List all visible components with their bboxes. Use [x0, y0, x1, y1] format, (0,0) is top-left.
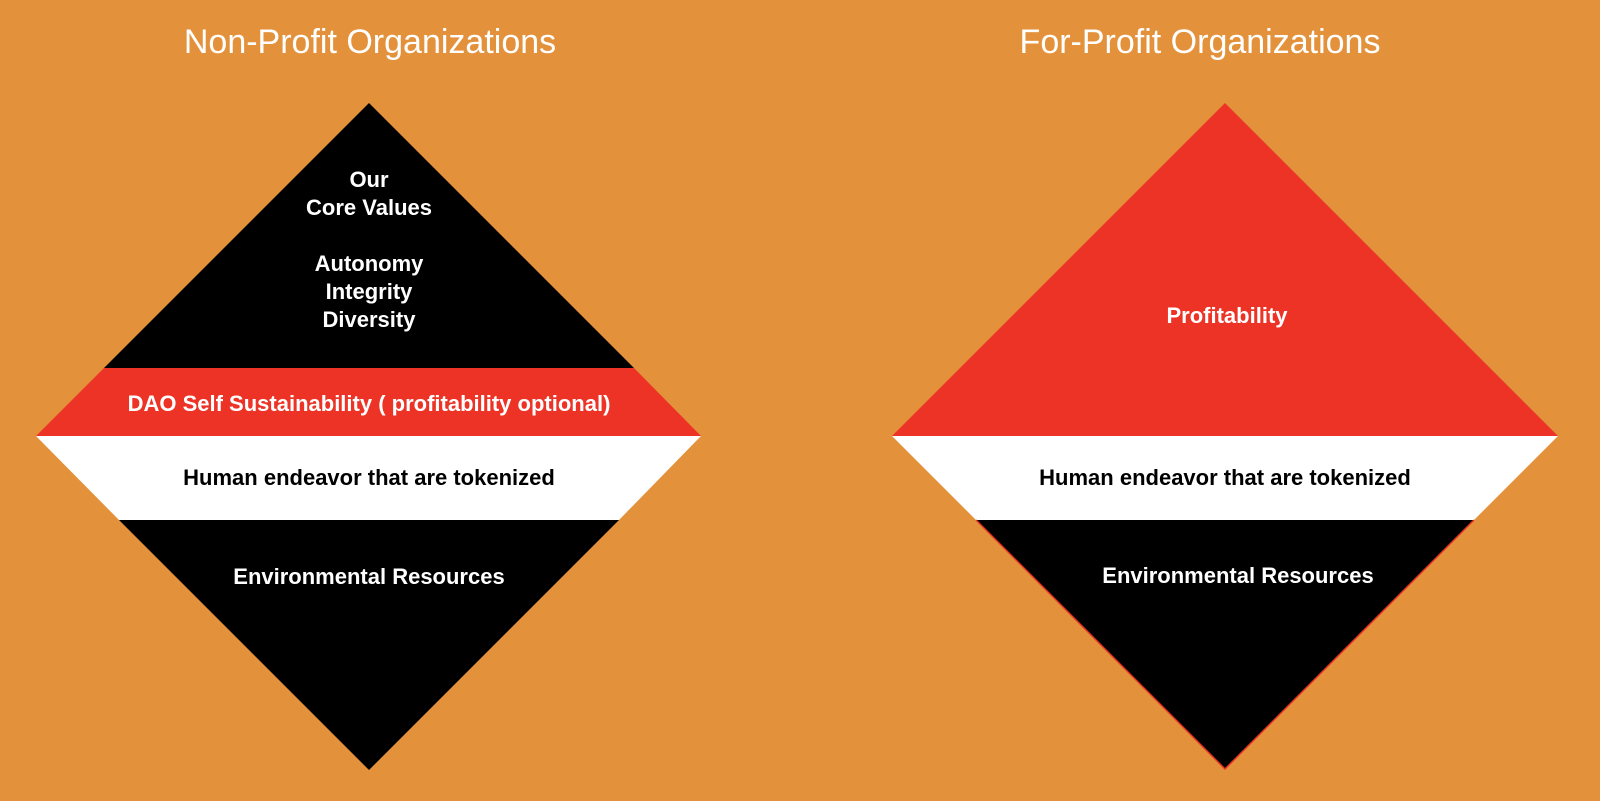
core-value-diversity: Diversity — [322, 307, 416, 332]
non-profit-title: Non-Profit Organizations — [183, 23, 557, 61]
for-profit-diamond — [892, 103, 1558, 771]
core-values-heading-line2: Core Values — [306, 195, 432, 220]
human-endeavor-section — [36, 436, 701, 520]
environmental-section-outline — [975, 519, 1475, 771]
environmental-label: Environmental Resources — [233, 564, 505, 589]
profitability-section — [892, 103, 1558, 436]
core-values-section — [104, 103, 634, 368]
sustainability-section — [36, 368, 701, 436]
core-value-autonomy: Autonomy — [314, 251, 424, 276]
environmental-label: Environmental Resources — [1102, 563, 1374, 588]
sustainability-label: DAO Self Sustainability ( profitability … — [127, 391, 611, 416]
human-endeavor-label: Human endeavor that are tokenized — [183, 465, 555, 490]
environmental-section — [119, 520, 619, 770]
human-endeavor-label: Human endeavor that are tokenized — [1039, 465, 1411, 490]
for-profit-title: For-Profit Organizations — [1019, 23, 1381, 61]
human-endeavor-section — [892, 436, 1558, 520]
environmental-section — [976, 520, 1474, 769]
core-values-heading-line1: Our — [349, 167, 389, 192]
core-value-integrity: Integrity — [325, 279, 413, 304]
non-profit-diamond — [36, 103, 701, 770]
profitability-label: Profitability — [1166, 303, 1288, 328]
